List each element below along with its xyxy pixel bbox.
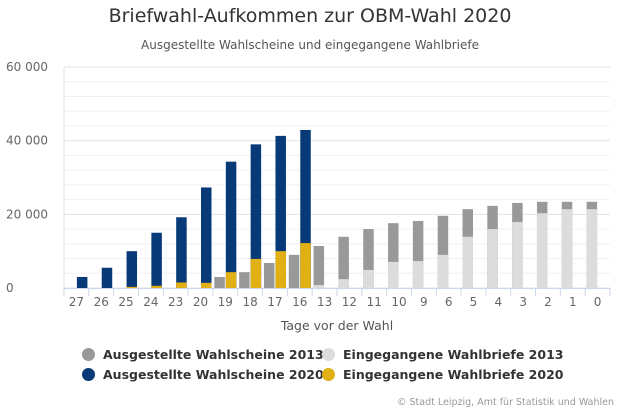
bar-eingegangene-wahlbriefe-2013-13	[313, 285, 325, 288]
bar-eingegangene-wahlbriefe-2020-20	[201, 282, 212, 288]
legend-label: Eingegangene Wahlbriefe 2020	[343, 367, 564, 382]
x-axis: 27 26 25 24 23 20 19 18 17 16 13 12 11 10 9 6 5 4 3 2 1 0	[63, 288, 611, 309]
bar-eingegangene-wahlbriefe-2013-12	[338, 279, 349, 288]
x-tick-label: 6	[445, 295, 453, 309]
bar-ausgestellte-wahlscheine-2013-10	[388, 223, 399, 288]
bar-ausgestellte-wahlscheine-2020-18	[250, 144, 262, 288]
bar-eingegangene-wahlbriefe-2020-17	[275, 251, 286, 288]
bar-ausgestellte-wahlscheine-2013-19	[214, 276, 225, 288]
bar-ausgestellte-wahlscheine-2013-11	[363, 229, 374, 288]
bar-eingegangene-wahlbriefe-2013-9	[412, 261, 424, 288]
x-tick-label: 3	[519, 295, 527, 309]
x-tick-label: 24	[143, 295, 158, 309]
x-tick-label: 19	[218, 295, 233, 309]
legend-marker-icon	[82, 348, 95, 361]
x-tick-label: 5	[470, 295, 478, 309]
bar-ausgestellte-wahlscheine-2020-20	[201, 187, 212, 288]
legend-label: Eingegangene Wahlbriefe 2013	[343, 347, 564, 362]
y-tick-label: 60 000	[6, 60, 48, 74]
x-tick-label: 13	[317, 295, 332, 309]
bar-eingegangene-wahlbriefe-2020-24	[151, 285, 162, 288]
legend-item-eingegangene-2020[interactable]: Eingegangene Wahlbriefe 2020	[322, 367, 563, 382]
x-tick-label: 2	[544, 295, 552, 309]
bar-ausgestellte-wahlscheine-2020-25	[126, 251, 138, 288]
bar-eingegangene-wahlbriefe-2013-6	[437, 254, 449, 288]
bar-ausgestellte-wahlscheine-2020-26	[101, 267, 113, 288]
bar-eingegangene-wahlbriefe-2013-10	[388, 261, 399, 288]
bar-ausgestellte-wahlscheine-2013-12	[338, 236, 349, 288]
bar-eingegangene-wahlbriefe-2020-23	[176, 282, 187, 288]
bar-ausgestellte-wahlscheine-2013-18	[239, 272, 250, 288]
x-tick-label: 1	[569, 295, 577, 309]
chart-title: Briefwahl-Aufkommen zur OBM-Wahl 2020	[108, 5, 512, 27]
x-tick-label: 11	[367, 295, 382, 309]
bar-ausgestellte-wahlscheine-2020-16	[300, 129, 311, 288]
legend-marker-icon	[82, 368, 95, 381]
legend-item-eingegangene-2013[interactable]: Eingegangene Wahlbriefe 2013	[322, 347, 563, 362]
x-tick-label: 16	[292, 295, 307, 309]
bar-eingegangene-wahlbriefe-2020-16	[300, 243, 311, 288]
x-tick-label: 0	[594, 295, 602, 309]
bar-ausgestellte-wahlscheine-2013-17	[263, 262, 275, 288]
bar-eingegangene-wahlbriefe-2013-1	[561, 209, 573, 288]
x-tick-label: 25	[118, 295, 133, 309]
bar-ausgestellte-wahlscheine-2013-6	[437, 215, 449, 288]
bar-eingegangene-wahlbriefe-2013-5	[462, 236, 473, 288]
x-tick-label: 10	[391, 295, 406, 309]
bars	[76, 129, 598, 288]
x-tick-label: 20	[193, 295, 208, 309]
bar-ausgestellte-wahlscheine-2020-24	[151, 232, 162, 288]
grid-lines	[63, 66, 610, 289]
legend-item-ausgestellte-2013[interactable]: Ausgestellte Wahlscheine 2013	[82, 347, 324, 362]
chart-subtitle: Ausgestellte Wahlscheine und eingegangen…	[141, 38, 479, 52]
legend-marker-icon	[322, 348, 335, 361]
y-tick-label: 0	[6, 281, 14, 295]
legend-label: Ausgestellte Wahlscheine 2013	[103, 347, 324, 362]
x-tick-label: 23	[168, 295, 183, 309]
bar-eingegangene-wahlbriefe-2013-4	[487, 229, 498, 288]
bar-eingegangene-wahlbriefe-2020-18	[250, 258, 262, 288]
bar-eingegangene-wahlbriefe-2020-25	[126, 286, 138, 288]
bar-ausgestellte-wahlscheine-2013-16	[288, 254, 300, 288]
x-tick-label: 4	[494, 295, 502, 309]
bar-eingegangene-wahlbriefe-2013-2	[536, 213, 548, 288]
x-tick-label: 27	[69, 295, 84, 309]
x-tick-label: 12	[342, 295, 357, 309]
x-tick-label: 26	[94, 295, 109, 309]
bar-ausgestellte-wahlscheine-2020-17	[275, 135, 286, 288]
bar-eingegangene-wahlbriefe-2013-11	[363, 269, 374, 288]
x-axis-title: Tage vor der Wahl	[280, 318, 393, 333]
bar-ausgestellte-wahlscheine-2013-9	[412, 220, 424, 288]
x-tick-label: 9	[420, 295, 428, 309]
legend-marker-icon	[322, 368, 335, 381]
legend-item-ausgestellte-2020[interactable]: Ausgestellte Wahlscheine 2020	[82, 367, 324, 382]
x-tick-label: 17	[267, 295, 282, 309]
bar-eingegangene-wahlbriefe-2020-19	[225, 272, 237, 288]
bar-ausgestellte-wahlscheine-2013-13	[313, 246, 325, 288]
y-tick-label: 40 000	[6, 134, 48, 148]
x-tick-label: 18	[242, 295, 257, 309]
legend-label: Ausgestellte Wahlscheine 2020	[103, 367, 324, 382]
credit-text: © Stadt Leipzig, Amt für Statistik und W…	[397, 397, 614, 408]
y-axis-ticks: 0 20 000 40 000 60 000	[6, 60, 48, 295]
bar-ausgestellte-wahlscheine-2020-23	[176, 217, 187, 288]
bar-ausgestellte-wahlscheine-2020-27	[76, 276, 88, 288]
bar-eingegangene-wahlbriefe-2013-0	[586, 209, 598, 288]
bar-eingegangene-wahlbriefe-2013-3	[512, 222, 523, 288]
y-tick-label: 20 000	[6, 207, 48, 221]
bar-ausgestellte-wahlscheine-2020-19	[225, 161, 237, 288]
